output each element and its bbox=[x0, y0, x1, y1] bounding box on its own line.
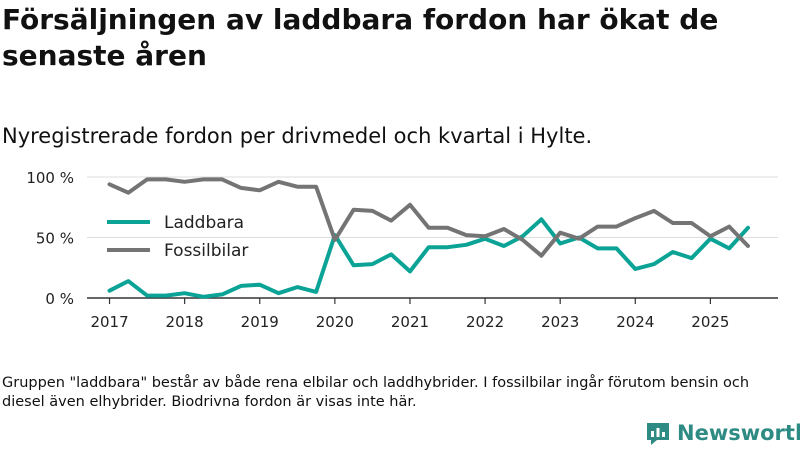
series-line-fossilbilar bbox=[107, 177, 750, 258]
x-tick-label: 2020 bbox=[316, 313, 354, 331]
chart-subtitle: Nyregistrerade fordon per drivmedel och … bbox=[2, 124, 593, 148]
series-line-laddbara bbox=[107, 217, 750, 299]
brand-name: Newsworthy bbox=[677, 421, 800, 445]
x-tick-label: 2022 bbox=[466, 313, 504, 331]
y-tick-label: 50 % bbox=[36, 230, 74, 248]
brand-logo: Newsworthy bbox=[645, 420, 800, 446]
chart-title: Försäljningen av laddbara fordon har öka… bbox=[2, 3, 719, 72]
legend-label: Laddbara bbox=[164, 213, 244, 233]
x-tick-label: 2017 bbox=[90, 313, 128, 331]
x-tick-label: 2025 bbox=[691, 313, 729, 331]
x-tick-label: 2018 bbox=[166, 313, 204, 331]
line-chart: 0 % 50 % 100 % 2017 2018 2019 2020 2021 2022 2023… bbox=[26, 169, 778, 331]
y-tick-label: 0 % bbox=[45, 290, 74, 308]
x-tick-label: 2021 bbox=[391, 313, 429, 331]
legend-label: Fossilbilar bbox=[164, 241, 248, 261]
x-tick-label: 2019 bbox=[241, 313, 279, 331]
x-tick-label: 2023 bbox=[541, 313, 579, 331]
x-tick-label: 2024 bbox=[616, 313, 654, 331]
chart-footnote: Gruppen "laddbara" består av både rena e… bbox=[2, 375, 750, 410]
y-tick-label: 100 % bbox=[26, 169, 74, 187]
newsworthy-logo-icon bbox=[647, 423, 669, 445]
